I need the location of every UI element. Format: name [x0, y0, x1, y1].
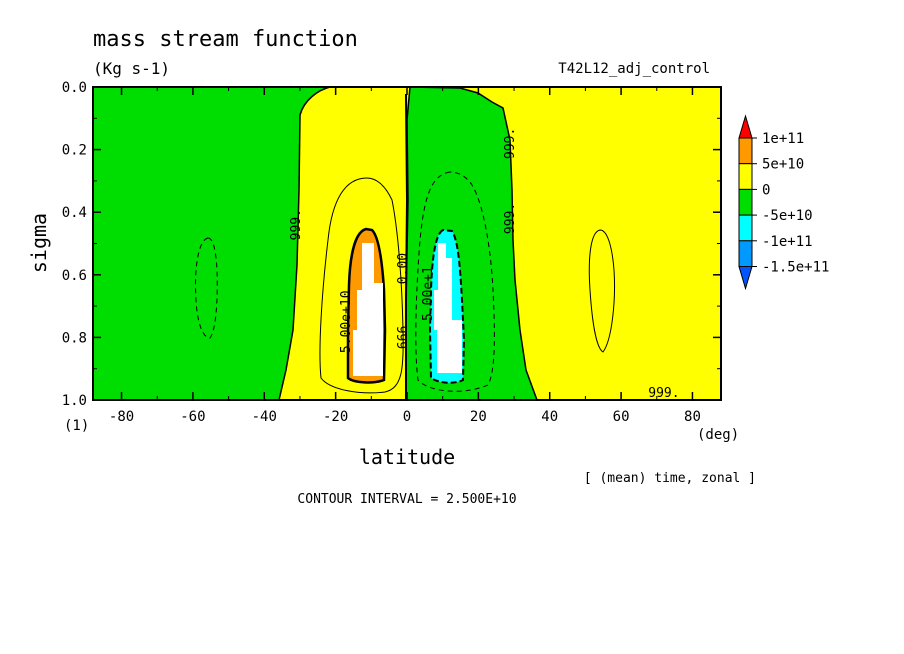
colorbar-swatch — [738, 163, 753, 190]
colorbar-swatch — [738, 188, 753, 216]
contour-labels: 999. 5.00e+10 0.00 666 5.00e+1 999. 999. 999. — [289, 128, 680, 401]
y-axis-label: sigma — [27, 213, 51, 273]
colorbar-bottom-arrow — [738, 266, 753, 291]
colorbar: 1e+11 5e+10 0 -5e+10 -1e+11 -1.5e+11 — [738, 114, 829, 291]
y-tick-label: 0.2 — [62, 143, 87, 159]
positive-core-white — [353, 243, 383, 376]
x-axis-unit: (deg) — [697, 427, 739, 443]
y-axis-unit: (1) — [64, 418, 89, 434]
y-tick-label: 0.4 — [62, 205, 87, 221]
units-label: (Kg s-1) — [93, 59, 170, 78]
x-axis-label: latitude — [359, 445, 455, 469]
x-tick-label: 80 — [684, 409, 701, 425]
contour-label: 0.00 — [396, 253, 411, 284]
negative-cell-west — [93, 87, 331, 400]
positive-inner-contour — [319, 177, 404, 394]
x-tick-label: 20 — [470, 409, 487, 425]
contour-label: 999. — [503, 128, 518, 159]
y-tick-label: 0.8 — [62, 330, 87, 346]
negative-core-white — [434, 243, 462, 373]
colorbar-swatch — [738, 240, 753, 268]
colorbar-label: -1.5e+11 — [762, 260, 829, 276]
contour-label: 999. — [648, 386, 679, 401]
x-tick-label: 60 — [613, 409, 630, 425]
contour-label: 5.00e+1 — [421, 266, 436, 321]
x-tick-label: -40 — [252, 409, 277, 425]
x-tick-label: -60 — [180, 409, 205, 425]
west-weak-dashed-contour — [195, 237, 218, 339]
chart-title: mass stream function — [93, 27, 358, 52]
x-tick-label: 0 — [403, 409, 411, 425]
y-tick-label: 0.6 — [62, 268, 87, 284]
contour-label: 999. — [503, 203, 518, 234]
y-tick-label: 1.0 — [62, 393, 87, 409]
contour-interval-note: CONTOUR INTERVAL = 2.500E+10 — [297, 492, 516, 507]
x-tick-label: -20 — [323, 409, 348, 425]
colorbar-label: 5e+10 — [762, 157, 804, 173]
colorbar-swatch — [738, 214, 753, 242]
y-tick-label: 0.0 — [62, 80, 87, 96]
x-axis: -80 -60 -40 -20 0 20 40 60 80 — [109, 87, 701, 425]
run-label: T42L12_adj_control — [558, 61, 710, 77]
negative-inner-contour — [415, 171, 495, 392]
plot-area — [93, 87, 721, 400]
colorbar-label: 0 — [762, 182, 770, 198]
colorbar-label: 1e+11 — [762, 131, 804, 147]
y-axis: 0.0 0.2 0.4 0.6 0.8 1.0 — [62, 80, 721, 409]
east-weak-contour — [588, 229, 615, 353]
colorbar-label: -1e+11 — [762, 234, 813, 250]
x-tick-label: 40 — [541, 409, 558, 425]
contour-label: 666 — [396, 326, 411, 349]
colorbar-label: -5e+10 — [762, 208, 813, 224]
averaging-note: [ (mean) time, zonal ] — [584, 471, 756, 486]
contour-label: 999. — [289, 209, 304, 240]
colorbar-swatch — [738, 137, 753, 165]
colorbar-top-arrow — [738, 114, 753, 139]
contour-label: 5.00e+10 — [339, 290, 354, 353]
x-tick-label: -80 — [109, 409, 134, 425]
equator-contour — [405, 93, 409, 400]
